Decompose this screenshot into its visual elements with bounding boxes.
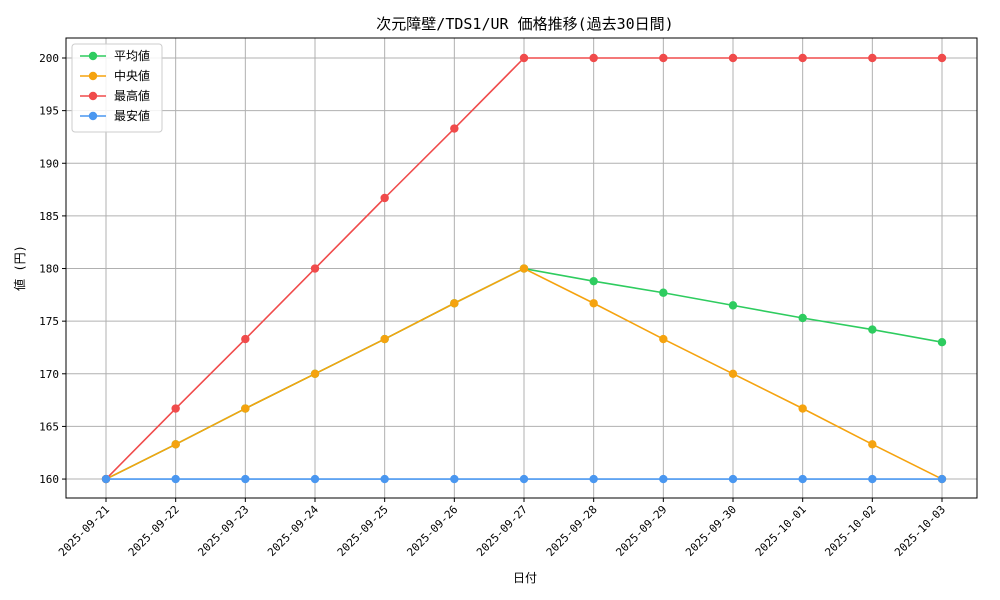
- data-point: [937, 338, 947, 347]
- data-point: [589, 474, 598, 484]
- data-point: [310, 474, 320, 484]
- x-tick-label: 2025-09-25: [335, 503, 391, 559]
- data-point: [728, 369, 738, 378]
- y-tick-label: 180: [39, 263, 59, 276]
- data-point: [798, 313, 807, 323]
- data-point: [659, 334, 668, 344]
- data-point: [310, 264, 320, 273]
- y-tick-label: 170: [39, 368, 59, 381]
- data-point: [450, 124, 459, 133]
- data-point: [380, 334, 389, 344]
- data-point: [659, 288, 668, 297]
- x-tick-label: 2025-09-28: [544, 503, 600, 559]
- legend-item: 平均値: [80, 48, 150, 63]
- data-point: [450, 474, 459, 484]
- x-axis-ticks: 2025-09-21 2025-09-22 2025-09-23 2025-09-24…: [56, 498, 948, 559]
- x-tick-label: 2025-09-23: [195, 503, 251, 559]
- legend-item: 最安値: [80, 108, 150, 123]
- data-point: [519, 264, 529, 273]
- plot-frame: [65, 37, 978, 499]
- data-point: [798, 404, 807, 413]
- x-tick-label: 2025-10-02: [822, 503, 878, 559]
- legend-item: 中央値: [80, 68, 150, 83]
- y-tick-label: 185: [39, 210, 59, 223]
- chart-title: 次元障壁/TDS1/UR 価格推移(過去30日間): [376, 15, 673, 33]
- data-point: [171, 474, 180, 484]
- data-point: [101, 474, 111, 484]
- data-point: [589, 299, 598, 308]
- data-point: [868, 325, 877, 334]
- x-tick-label: 2025-10-01: [753, 503, 809, 559]
- y-tick-label: 190: [39, 157, 59, 170]
- x-tick-label: 2025-09-21: [56, 503, 112, 559]
- data-point: [728, 474, 738, 484]
- series: [101, 53, 947, 484]
- legend-label: 中央値: [114, 68, 150, 83]
- data-point: [659, 474, 668, 484]
- data-point: [589, 53, 598, 63]
- data-point: [171, 404, 180, 413]
- data-point: [450, 299, 459, 308]
- data-point: [798, 53, 807, 63]
- data-point: [589, 276, 598, 286]
- data-point: [937, 53, 947, 63]
- data-point: [868, 53, 877, 63]
- data-point: [519, 53, 529, 63]
- x-tick-label: 2025-09-24: [265, 503, 321, 559]
- x-tick-label: 2025-09-22: [126, 503, 182, 559]
- data-point: [728, 301, 738, 310]
- data-point: [519, 474, 529, 484]
- x-tick-label: 2025-09-30: [683, 503, 739, 559]
- data-point: [659, 53, 668, 63]
- legend-marker: [88, 111, 98, 121]
- legend-label: 平均値: [114, 48, 150, 63]
- data-point: [241, 474, 250, 484]
- data-point: [798, 474, 807, 484]
- data-point: [937, 474, 947, 484]
- x-tick-label: 2025-09-29: [613, 503, 669, 559]
- legend-marker: [88, 51, 98, 61]
- data-point: [868, 440, 877, 449]
- data-point: [728, 53, 738, 63]
- y-tick-label: 175: [39, 315, 59, 328]
- y-axis-ticks: 160 165 170 175 180 185 190 195 200: [39, 52, 66, 486]
- data-point: [241, 404, 250, 413]
- data-point: [171, 440, 180, 449]
- legend-item: 最高値: [80, 88, 150, 103]
- x-axis-label: 日付: [513, 571, 537, 585]
- data-point: [868, 474, 877, 484]
- legend-marker: [88, 71, 98, 81]
- y-tick-label: 160: [39, 473, 59, 486]
- legend-label: 最安値: [114, 108, 150, 123]
- series: [101, 474, 947, 484]
- data-point: [380, 193, 389, 203]
- data-point: [380, 474, 389, 484]
- legend-label: 最高値: [114, 88, 150, 103]
- x-tick-label: 2025-09-26: [404, 503, 460, 559]
- legend-box: [71, 43, 163, 133]
- data-point: [310, 369, 320, 378]
- y-tick-label: 195: [39, 105, 59, 118]
- x-tick-label: 2025-09-27: [474, 503, 530, 559]
- y-tick-label: 200: [39, 52, 59, 65]
- legend-marker: [88, 91, 98, 101]
- data-point: [241, 334, 250, 344]
- y-axis-label: 値 (円): [12, 245, 27, 291]
- series-layer: [101, 53, 947, 484]
- y-tick-label: 165: [39, 420, 59, 433]
- x-tick-label: 2025-10-03: [892, 503, 948, 559]
